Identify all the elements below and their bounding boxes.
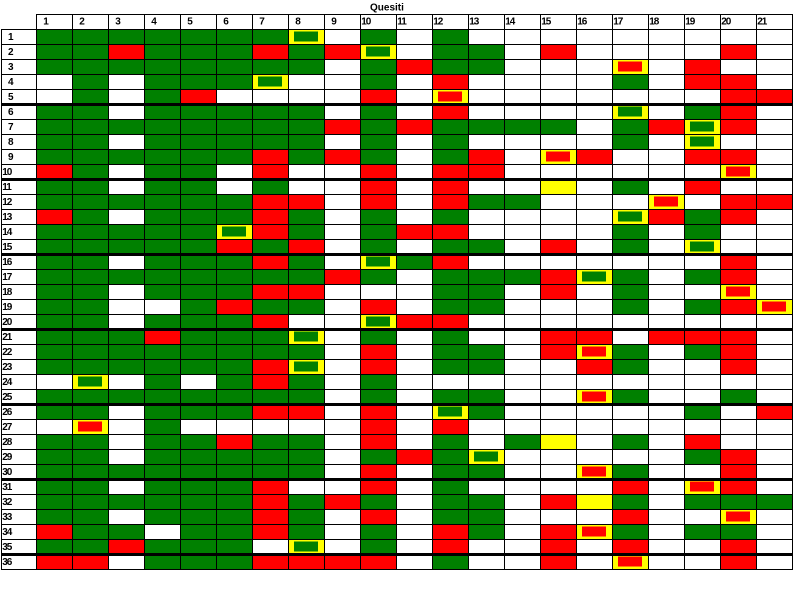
svg-text:7: 7 bbox=[8, 122, 14, 133]
svg-text:15: 15 bbox=[541, 17, 552, 28]
svg-text:26: 26 bbox=[2, 407, 13, 418]
svg-text:5: 5 bbox=[8, 92, 14, 103]
svg-text:6: 6 bbox=[8, 107, 14, 118]
svg-text:10: 10 bbox=[361, 17, 372, 28]
svg-text:20: 20 bbox=[2, 317, 13, 328]
svg-text:9: 9 bbox=[8, 152, 14, 163]
svg-text:19: 19 bbox=[2, 302, 13, 313]
svg-text:13: 13 bbox=[2, 212, 13, 223]
svg-text:8: 8 bbox=[295, 17, 301, 28]
svg-text:10: 10 bbox=[2, 167, 13, 178]
svg-text:14: 14 bbox=[2, 227, 13, 238]
svg-text:22: 22 bbox=[2, 347, 13, 358]
svg-text:12: 12 bbox=[2, 197, 13, 208]
svg-text:7: 7 bbox=[259, 17, 265, 28]
svg-text:6: 6 bbox=[223, 17, 229, 28]
svg-text:2: 2 bbox=[79, 17, 85, 28]
svg-text:1: 1 bbox=[8, 32, 14, 43]
svg-text:3: 3 bbox=[115, 17, 121, 28]
svg-text:24: 24 bbox=[2, 377, 13, 388]
svg-text:11: 11 bbox=[2, 182, 12, 193]
svg-text:18: 18 bbox=[649, 17, 660, 28]
svg-text:16: 16 bbox=[577, 17, 588, 28]
svg-text:5: 5 bbox=[187, 17, 193, 28]
svg-text:21: 21 bbox=[2, 332, 13, 343]
svg-text:25: 25 bbox=[2, 392, 13, 403]
svg-text:4: 4 bbox=[151, 17, 157, 28]
svg-text:34: 34 bbox=[2, 527, 13, 538]
svg-text:32: 32 bbox=[2, 497, 13, 508]
svg-text:1: 1 bbox=[43, 17, 49, 28]
svg-text:35: 35 bbox=[2, 542, 13, 553]
svg-text:21: 21 bbox=[757, 17, 768, 28]
svg-text:3: 3 bbox=[8, 62, 14, 73]
svg-text:18: 18 bbox=[2, 287, 13, 298]
svg-text:9: 9 bbox=[331, 17, 337, 28]
svg-text:17: 17 bbox=[2, 272, 13, 283]
svg-text:20: 20 bbox=[721, 17, 732, 28]
svg-text:Quesiti: Quesiti bbox=[370, 3, 404, 14]
svg-text:12: 12 bbox=[433, 17, 444, 28]
svg-text:4: 4 bbox=[8, 77, 14, 88]
svg-text:29: 29 bbox=[2, 452, 13, 463]
svg-text:36: 36 bbox=[2, 557, 13, 568]
svg-text:2: 2 bbox=[8, 47, 14, 58]
svg-text:11: 11 bbox=[397, 17, 407, 28]
svg-text:13: 13 bbox=[469, 17, 480, 28]
svg-text:15: 15 bbox=[2, 242, 13, 253]
svg-text:27: 27 bbox=[2, 422, 13, 433]
svg-text:30: 30 bbox=[2, 467, 13, 478]
svg-text:17: 17 bbox=[613, 17, 624, 28]
svg-text:23: 23 bbox=[2, 362, 13, 373]
svg-text:19: 19 bbox=[685, 17, 696, 28]
svg-text:14: 14 bbox=[505, 17, 516, 28]
svg-text:16: 16 bbox=[2, 257, 13, 268]
svg-text:8: 8 bbox=[8, 137, 14, 148]
svg-text:31: 31 bbox=[2, 482, 13, 493]
svg-text:28: 28 bbox=[2, 437, 13, 448]
svg-text:33: 33 bbox=[2, 512, 13, 523]
